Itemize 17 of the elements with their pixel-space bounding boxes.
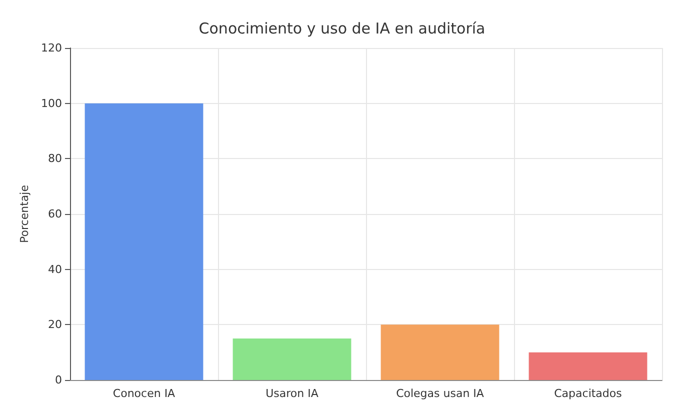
y-tick-label: 120 [41,42,62,54]
chart-title: Conocimiento y uso de IA en auditoría [198,20,486,38]
x-tick-label: Usaron IA [266,387,319,400]
y-tick-label: 40 [48,262,62,276]
y-tick-label: 100 [41,96,62,110]
bar [232,338,352,380]
x-tick-label: Colegas usan IA [396,387,484,400]
bar [528,352,648,380]
bar [84,103,204,380]
y-tick-label: 0 [55,374,62,386]
y-tick-label: 80 [48,152,62,166]
y-tick-label: 60 [48,208,62,220]
y-axis-title: Porcentaje [18,184,31,243]
y-tick-label: 20 [48,318,62,332]
bar [380,324,500,380]
x-tick-label: Capacitados [554,387,622,400]
x-tick-label: Conocen IA [112,387,176,400]
